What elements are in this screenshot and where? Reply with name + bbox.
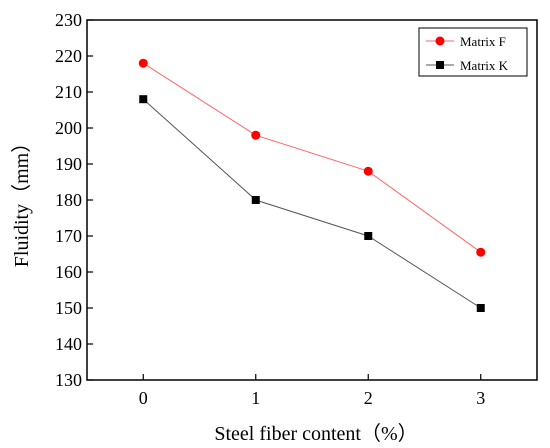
matrix-f-line xyxy=(142,62,482,253)
legend-matrix-f-label: Matrix F xyxy=(460,34,506,49)
y-tick-label: 130 xyxy=(55,370,82,390)
matrix-k-point xyxy=(139,95,148,104)
matrix-k-point xyxy=(476,304,485,312)
y-tick-label: 160 xyxy=(55,262,82,282)
y-tick-label: 150 xyxy=(55,298,82,318)
series-layer xyxy=(138,58,486,312)
x-axis-title: Steel fiber content（%） xyxy=(214,422,417,445)
y-tick-label: 170 xyxy=(55,226,82,246)
matrix-f-point xyxy=(251,130,261,140)
matrix-f-point xyxy=(476,247,486,257)
x-tick-label: 3 xyxy=(476,388,485,408)
x-tick-label: 2 xyxy=(364,388,373,408)
y-axis-ticks: 130 140 150 160 170 180 190 200 210 220 230 xyxy=(55,10,93,390)
legend-matrix-f-marker xyxy=(435,36,445,46)
y-axis-title: Fluidity（mm） xyxy=(10,133,33,267)
x-axis-ticks: 0 1 2 3 xyxy=(139,374,485,408)
y-tick-label: 230 xyxy=(55,10,82,30)
legend-matrix-k-label: Matrix K xyxy=(460,58,509,73)
y-tick-label: 220 xyxy=(55,46,82,66)
legend-matrix-k-marker xyxy=(436,61,444,69)
y-tick-label: 180 xyxy=(55,190,82,210)
matrix-f-point xyxy=(138,58,148,68)
y-tick-label: 190 xyxy=(55,154,82,174)
x-tick-label: 0 xyxy=(139,388,148,408)
x-tick-label: 1 xyxy=(251,388,260,408)
y-tick-label: 210 xyxy=(55,82,82,102)
matrix-f-point xyxy=(363,166,373,176)
y-tick-label: 200 xyxy=(55,118,82,138)
matrix-k-line xyxy=(142,98,482,309)
legend: Matrix F Matrix K xyxy=(418,27,528,77)
matrix-k-point xyxy=(251,196,260,204)
matrix-k-point xyxy=(364,232,373,240)
y-tick-label: 140 xyxy=(55,334,82,354)
